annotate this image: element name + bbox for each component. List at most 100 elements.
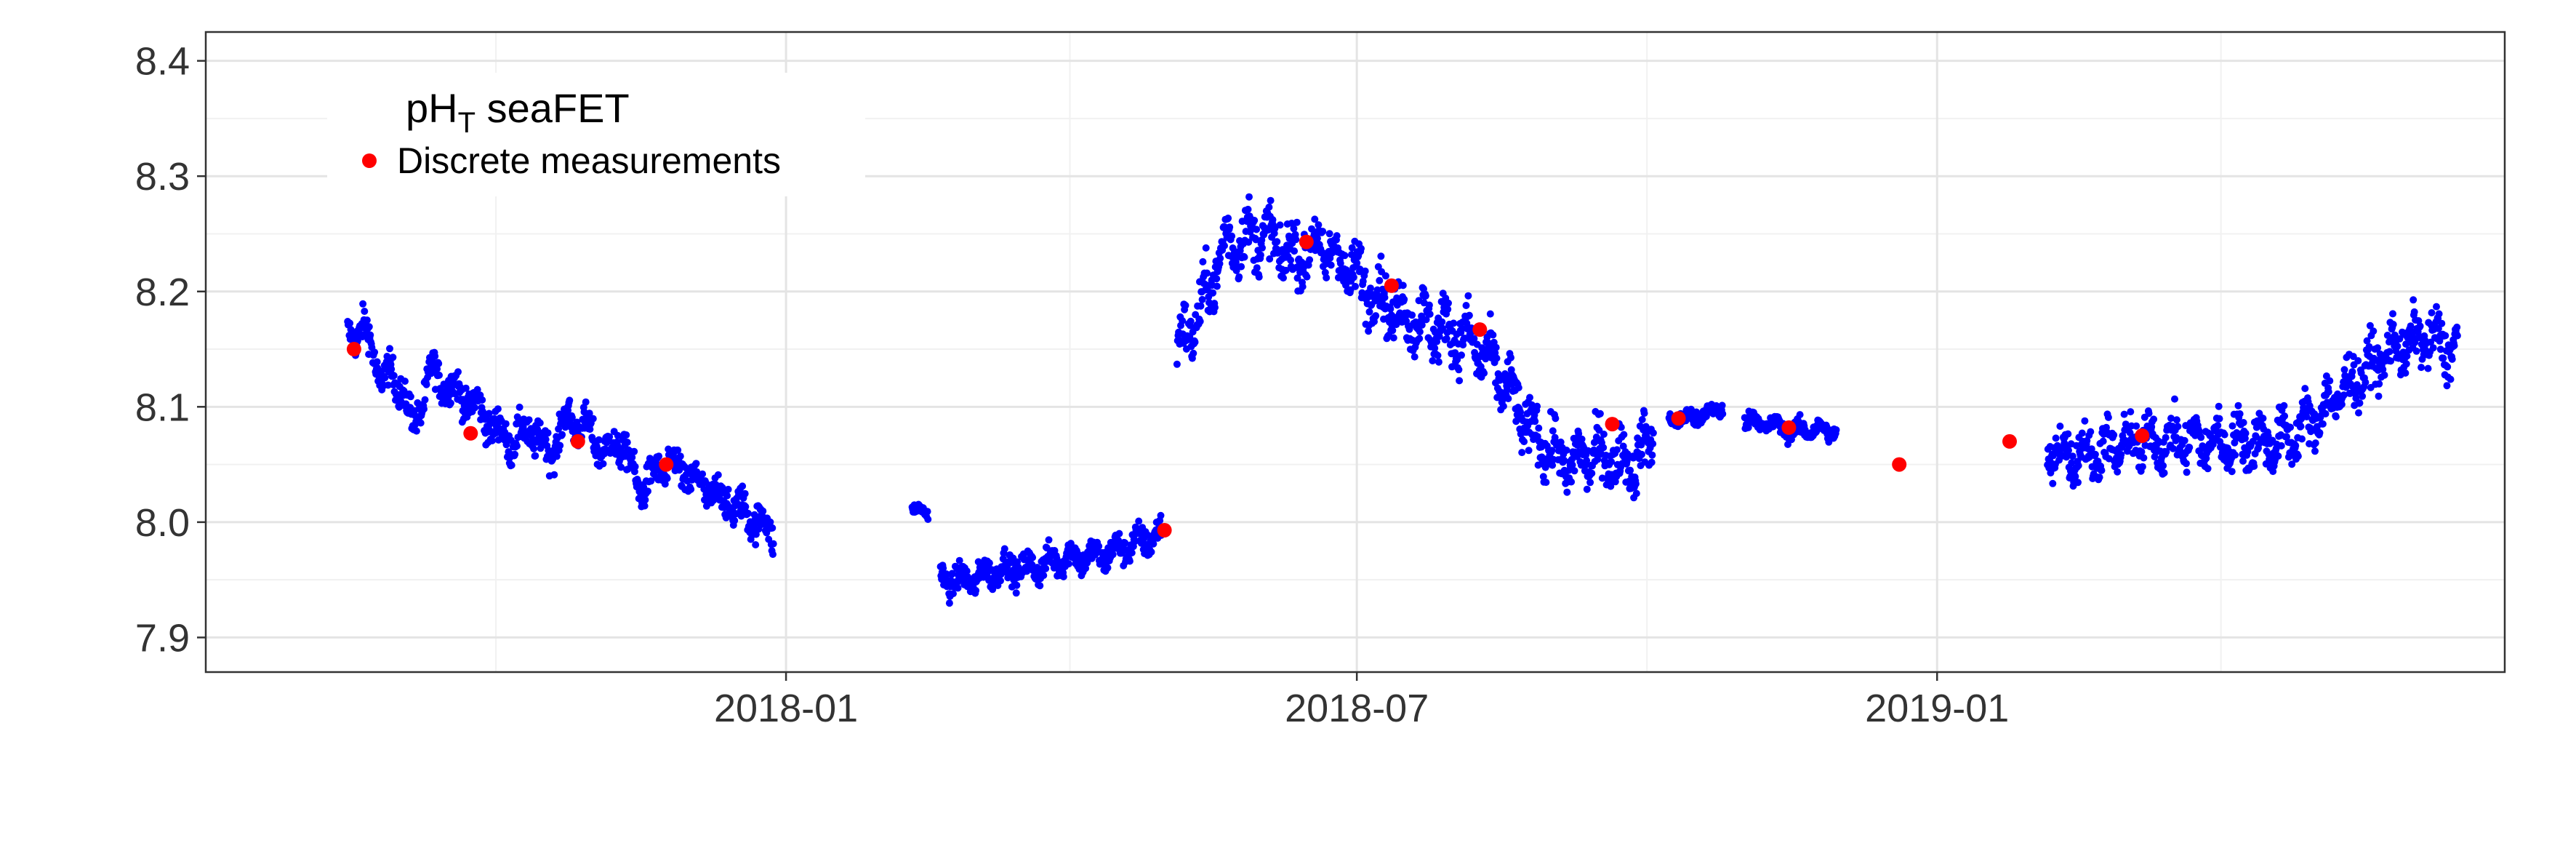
seafet-point (513, 442, 521, 450)
seafet-point (1438, 318, 1446, 326)
seafet-point (997, 577, 1004, 585)
seafet-point (1426, 310, 1434, 318)
seafet-point (1600, 444, 1608, 452)
seafet-point (1115, 530, 1123, 538)
seafet-point (1216, 260, 1224, 268)
seafet-point (1560, 456, 1568, 464)
x-tick-label: 2019-01 (1865, 687, 2009, 730)
seafet-point (1586, 479, 1594, 487)
seafet-point (1012, 589, 1020, 597)
minor-gridlines (206, 32, 2505, 672)
discrete-measurement-point (1605, 417, 1620, 432)
seafet-point (2319, 420, 2327, 428)
seafet-point (1348, 244, 1356, 252)
seafet-point (2402, 369, 2410, 377)
seafet-point (2387, 357, 2395, 365)
seafet-point (724, 485, 732, 493)
seafet-point (2433, 303, 2440, 311)
seafet-point (1549, 461, 1557, 469)
seafet-point (1287, 256, 1295, 264)
seafet-point (2288, 460, 2296, 468)
seafet-point (1292, 236, 1300, 244)
seafet-point (2159, 462, 2167, 470)
seafet-point (2402, 360, 2410, 368)
seafet-point (2186, 444, 2194, 452)
seafet-point (454, 368, 462, 376)
seafet-point (1306, 256, 1314, 264)
seafet-point (2167, 415, 2175, 423)
seafet-point (1389, 334, 1397, 342)
discrete-measurement-point (2135, 428, 2150, 443)
seafet-point (1638, 450, 1645, 458)
seafet-point (752, 541, 760, 548)
seafet-point (1507, 366, 1515, 374)
seafet-point (2379, 365, 2387, 373)
seafet-point (365, 323, 373, 331)
seafet-point (676, 452, 684, 460)
seafet-point (2239, 457, 2247, 465)
seafet-point (2417, 364, 2425, 372)
seafet-point (1458, 324, 1466, 332)
seafet-point (954, 584, 962, 592)
seafet-point (1444, 305, 1452, 313)
seafet-point (2087, 428, 2095, 436)
seafet-point (631, 463, 639, 471)
legend-title: pHT seaFET (406, 85, 630, 139)
seafet-point (1199, 257, 1207, 265)
seafet-point (1533, 402, 1541, 410)
seafet-point (566, 396, 574, 404)
seafet-point (1290, 225, 1298, 233)
y-tick-label: 8.2 (135, 271, 190, 314)
seafet-point (2453, 323, 2461, 331)
seafet-point (1303, 273, 1311, 281)
seafet-point (1422, 316, 1430, 324)
seafet-point (390, 372, 398, 380)
seafet-point (1489, 331, 1497, 339)
seafet-point (1365, 308, 1373, 316)
seafet-point (2169, 444, 2177, 452)
seafet-point (2126, 429, 2134, 436)
seafet-point (1434, 351, 1442, 359)
seafet-point (431, 352, 439, 360)
seafet-point (1608, 458, 1616, 466)
seafet-point (939, 564, 947, 572)
seafet-point (478, 396, 486, 404)
seafet-point (1059, 572, 1067, 580)
seafet-point (2231, 451, 2239, 459)
seafet-point (2355, 409, 2362, 417)
seafet-point (1632, 480, 1640, 488)
seafet-point (2081, 417, 2089, 425)
seafet-point (2117, 450, 2125, 458)
seafet-point (1431, 344, 1439, 352)
seafet-point (2297, 423, 2305, 431)
seafet-point (1549, 427, 1557, 435)
seafet-point (2375, 380, 2383, 388)
seafet-point (1451, 349, 1459, 357)
seafet-point (731, 516, 739, 524)
seafet-point (630, 447, 638, 455)
seafet-point (1588, 469, 1596, 477)
x-tick-label: 2018-07 (1285, 687, 1429, 730)
discrete-measurement-point (1472, 322, 1488, 337)
seafet-point (599, 460, 607, 468)
seafet-point (1267, 196, 1275, 204)
seafet-point (2069, 452, 2077, 460)
seafet-point (2438, 319, 2446, 327)
seafet-point (1503, 385, 1511, 393)
seafet-point (2410, 308, 2418, 316)
seafet-point (1435, 358, 1443, 366)
seafet-point (1548, 447, 1556, 455)
seafet-point (1036, 582, 1044, 590)
seafet-point (2274, 452, 2282, 460)
seafet-point (1400, 295, 1408, 303)
seafet-point (511, 450, 519, 458)
seafet-point (655, 452, 663, 460)
seafet-point (1421, 292, 1429, 300)
seafet-point (1349, 273, 1357, 281)
seafet-point (1149, 540, 1157, 548)
seafet-point (1187, 317, 1195, 325)
seafet-point (745, 509, 752, 517)
seafet-point (462, 384, 470, 392)
seafet-point (2407, 322, 2415, 330)
seafet-point (1389, 327, 1397, 335)
